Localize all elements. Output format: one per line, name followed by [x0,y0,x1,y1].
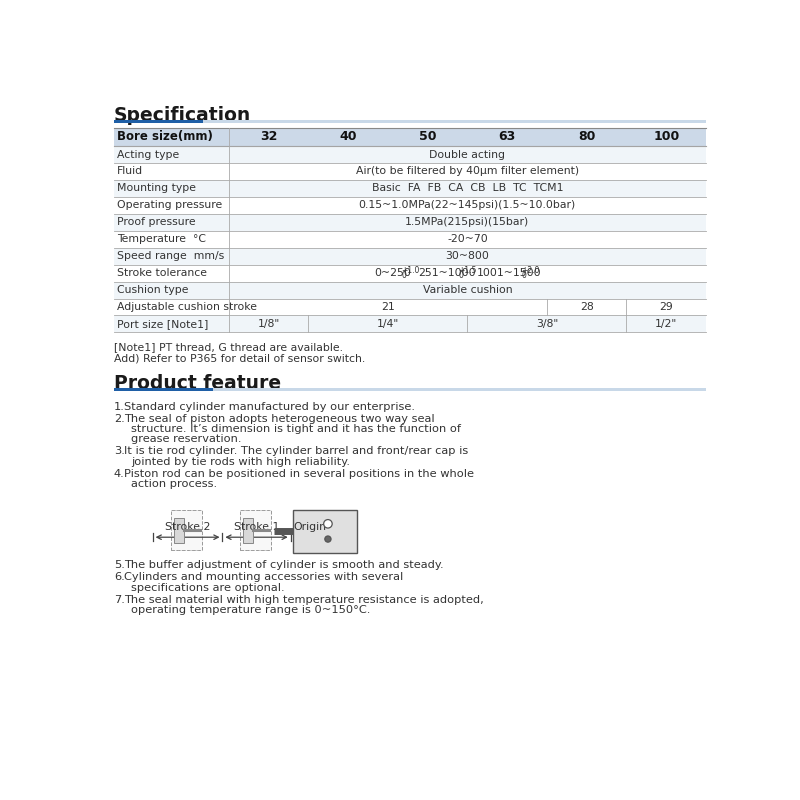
Text: Basic  FA  FB  CA  CB  LB  TC  TCM1: Basic FA FB CA CB LB TC TCM1 [371,183,563,194]
Bar [114,230,706,248]
Text: 21: 21 [381,302,394,312]
Text: 1001~1500: 1001~1500 [477,268,542,278]
Text: structure. It’s dimension is tight and it has the function of: structure. It’s dimension is tight and i… [131,424,461,434]
Text: Mounting type: Mounting type [117,183,196,194]
Text: Operating pressure: Operating pressure [117,200,222,210]
Text: 30~800: 30~800 [446,251,490,261]
Text: 1.5MPa(215psi)(15bar): 1.5MPa(215psi)(15bar) [406,218,530,227]
Text: 0: 0 [458,271,463,280]
Text: Speed range  mm/s: Speed range mm/s [117,251,224,261]
Text: Stroke 2: Stroke 2 [165,522,210,532]
Text: Proof pressure: Proof pressure [117,218,196,227]
Text: 50: 50 [419,130,436,143]
Text: Piston rod can be positioned in several positions in the whole: Piston rod can be positioned in several … [124,469,474,478]
Text: Stroke 1: Stroke 1 [234,522,279,532]
Text: 100: 100 [653,130,679,143]
Bar [203,120,706,123]
Text: 2.: 2. [114,414,125,424]
Text: specifications are optional.: specifications are optional. [131,582,285,593]
Text: Adjustable cushion stroke: Adjustable cushion stroke [117,302,257,312]
Bar [114,120,203,123]
Text: 5.: 5. [114,560,125,570]
Circle shape [324,519,332,528]
Text: 29: 29 [659,302,673,312]
Bar [114,315,706,332]
Text: -20~70: -20~70 [447,234,488,244]
Text: Cushion type: Cushion type [117,285,189,295]
Text: Product feature: Product feature [114,374,281,393]
Text: 40: 40 [339,130,357,143]
Text: operating temperature range is 0~150°C.: operating temperature range is 0~150°C. [131,605,370,615]
Text: Specification: Specification [114,106,251,125]
Text: 1/8": 1/8" [258,319,279,329]
Text: Temperature  °C: Temperature °C [117,234,206,244]
Bar [114,180,706,197]
Bar [114,282,706,298]
Text: Port size [Note1]: Port size [Note1] [117,319,209,329]
Bar [114,265,706,282]
Text: grease reservation.: grease reservation. [131,434,242,445]
Bar [114,127,706,146]
Text: +1.5: +1.5 [458,266,477,275]
Text: Add) Refer to P365 for detail of sensor switch.: Add) Refer to P365 for detail of sensor … [114,353,365,363]
Text: 1.: 1. [114,402,125,412]
Text: Variable cushion: Variable cushion [422,285,512,295]
Text: action process.: action process. [131,479,217,489]
Text: Fluid: Fluid [117,166,143,177]
Text: 3/8": 3/8" [536,319,558,329]
Bar [114,163,706,180]
Bar [114,197,706,214]
Text: Stroke tolerance: Stroke tolerance [117,268,207,278]
Text: The seal of piston adopts heterogeneous two way seal: The seal of piston adopts heterogeneous … [124,414,434,424]
Text: Double acting: Double acting [430,150,506,159]
Text: 7.: 7. [114,594,125,605]
Text: Standard cylinder manufactured by our enterprise.: Standard cylinder manufactured by our en… [124,402,415,412]
Text: [Note1] PT thread, G thread are available.: [Note1] PT thread, G thread are availabl… [114,342,343,352]
Text: It is tie rod cylinder. The cylinder barrel and front/rear cap is: It is tie rod cylinder. The cylinder bar… [124,446,468,456]
Text: Acting type: Acting type [117,150,179,159]
Text: 0: 0 [522,271,526,280]
Text: 6.: 6. [114,572,125,582]
Text: 4.: 4. [114,469,125,478]
Text: jointed by tie rods with high reliability.: jointed by tie rods with high reliabilit… [131,457,350,466]
Bar [293,510,357,553]
Bar [242,518,254,542]
Text: 251~1000: 251~1000 [418,268,476,278]
Text: +1.0: +1.0 [402,266,420,275]
Text: 0~250: 0~250 [374,268,411,278]
Text: +2.0: +2.0 [522,266,540,275]
Bar [114,214,706,230]
Text: Bore size(mm): Bore size(mm) [117,130,213,143]
Bar [174,518,185,542]
Text: 28: 28 [580,302,594,312]
Text: 1/2": 1/2" [655,319,678,329]
Bar [170,510,202,550]
Bar [239,510,270,550]
Text: 3.: 3. [114,446,125,456]
Text: Cylinders and mounting accessories with several: Cylinders and mounting accessories with … [124,572,403,582]
Text: 32: 32 [260,130,277,143]
Text: 0.15~1.0MPa(22~145psi)(1.5~10.0bar): 0.15~1.0MPa(22~145psi)(1.5~10.0bar) [358,200,576,210]
Text: The seal material with high temperature resistance is adopted,: The seal material with high temperature … [124,594,484,605]
Text: 63: 63 [498,130,516,143]
Bar [114,146,706,163]
Bar [114,298,706,315]
Bar [114,388,213,391]
Text: 80: 80 [578,130,595,143]
Text: Origin: Origin [294,522,326,532]
Circle shape [325,536,331,542]
Text: Air(to be filtered by 40μm filter element): Air(to be filtered by 40μm filter elemen… [356,166,579,177]
Bar [213,388,706,391]
Bar [114,248,706,265]
Text: The buffer adjustment of cylinder is smooth and steady.: The buffer adjustment of cylinder is smo… [124,560,444,570]
Text: 1/4": 1/4" [377,319,399,329]
Text: 0: 0 [402,271,406,280]
